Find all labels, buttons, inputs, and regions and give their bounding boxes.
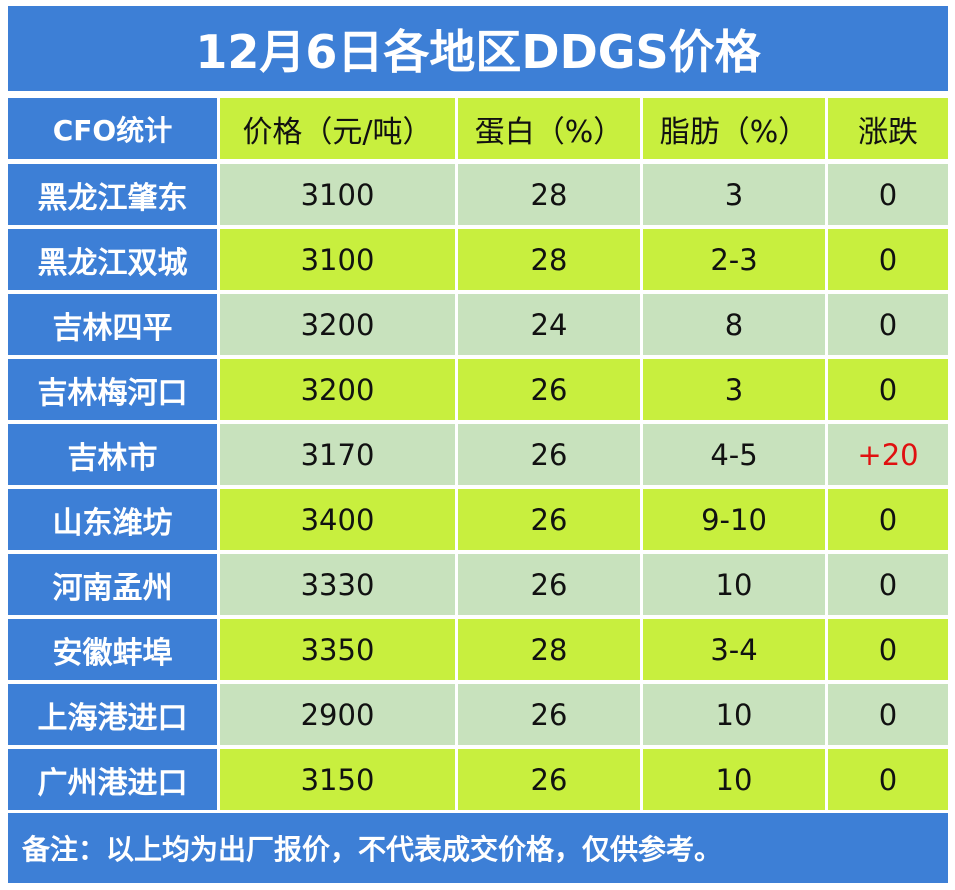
table-cell-region: 广州港进口 — [8, 749, 217, 810]
table-cell-price: 3100 — [220, 164, 455, 225]
table-cell-fat: 9-10 — [643, 489, 825, 550]
table-cell-fat: 3-4 — [643, 619, 825, 680]
table-cell-protein: 26 — [458, 749, 640, 810]
table-cell-change: 0 — [828, 554, 948, 615]
table-cell-price: 2900 — [220, 684, 455, 745]
table-cell-fat: 10 — [643, 684, 825, 745]
table-cell-change: +20 — [828, 424, 948, 485]
table-cell-price: 3200 — [220, 359, 455, 420]
table-cell-protein: 26 — [458, 684, 640, 745]
table-cell-protein: 28 — [458, 164, 640, 225]
table-cell-region: 黑龙江肇东 — [8, 164, 217, 225]
table-cell-fat: 2-3 — [643, 229, 825, 290]
table-cell-region: 吉林四平 — [8, 294, 217, 355]
table-cell-fat: 8 — [643, 294, 825, 355]
table-cell-fat: 3 — [643, 164, 825, 225]
table-cell-region: 上海港进口 — [8, 684, 217, 745]
table-cell-region: 安徽蚌埠 — [8, 619, 217, 680]
table-cell-protein: 28 — [458, 619, 640, 680]
header-protein: 蛋白（%） — [458, 98, 640, 159]
table-cell-region: 河南孟州 — [8, 554, 217, 615]
table-cell-change: 0 — [828, 489, 948, 550]
table-cell-change: 0 — [828, 749, 948, 810]
footer-note: 备注：以上均为出厂报价，不代表成交价格，仅供参考。 — [8, 813, 948, 883]
table-cell-price: 3330 — [220, 554, 455, 615]
table-cell-change: 0 — [828, 684, 948, 745]
table-cell-region: 黑龙江双城 — [8, 229, 217, 290]
table-cell-region: 吉林梅河口 — [8, 359, 217, 420]
table-cell-price: 3400 — [220, 489, 455, 550]
page-title: 12月6日各地区DDGS价格 — [8, 6, 948, 91]
table-cell-price: 3150 — [220, 749, 455, 810]
table-cell-price: 3170 — [220, 424, 455, 485]
table-cell-fat: 10 — [643, 554, 825, 615]
header-region: CFO统计 — [8, 98, 217, 159]
table-cell-region: 吉林市 — [8, 424, 217, 485]
table-cell-fat: 10 — [643, 749, 825, 810]
table-cell-price: 3200 — [220, 294, 455, 355]
table-cell-price: 3100 — [220, 229, 455, 290]
table-cell-protein: 26 — [458, 554, 640, 615]
table-cell-fat: 4-5 — [643, 424, 825, 485]
table-cell-region: 山东潍坊 — [8, 489, 217, 550]
table-cell-protein: 26 — [458, 424, 640, 485]
price-table-frame: 12月6日各地区DDGS价格 CFO统计 价格（元/吨） 蛋白（%） 脂肪（%） 涨跌黑… — [3, 3, 949, 883]
table-cell-protein: 24 — [458, 294, 640, 355]
header-change: 涨跌 — [828, 98, 948, 159]
table-cell-protein: 28 — [458, 229, 640, 290]
table-cell-fat: 3 — [643, 359, 825, 420]
table-cell-change: 0 — [828, 619, 948, 680]
table-cell-protein: 26 — [458, 489, 640, 550]
table-cell-price: 3350 — [220, 619, 455, 680]
table-cell-change: 0 — [828, 164, 948, 225]
table-cell-protein: 26 — [458, 359, 640, 420]
table-cell-change: 0 — [828, 229, 948, 290]
table-cell-change: 0 — [828, 359, 948, 420]
header-fat: 脂肪（%） — [643, 98, 825, 159]
table-cell-change: 0 — [828, 294, 948, 355]
header-price: 价格（元/吨） — [220, 98, 455, 159]
